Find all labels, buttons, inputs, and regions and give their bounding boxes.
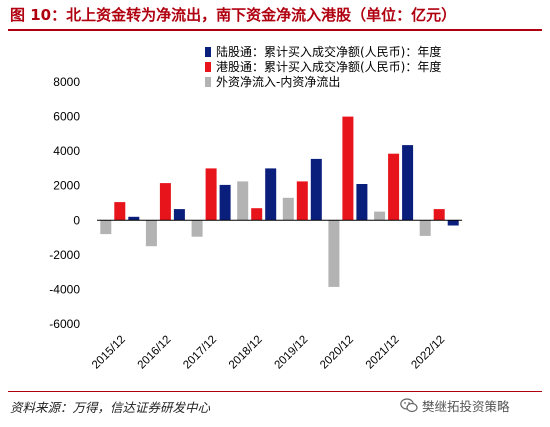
x-tick-label: 2019/12 xyxy=(273,334,311,372)
bar xyxy=(265,168,277,221)
x-tick-label: 2020/12 xyxy=(318,334,356,372)
bar xyxy=(251,208,263,221)
bar xyxy=(145,220,157,247)
bars-group xyxy=(100,116,459,287)
bar xyxy=(237,181,249,221)
bar xyxy=(173,209,185,221)
bar xyxy=(388,153,400,221)
x-tick-label: 2016/12 xyxy=(136,334,174,372)
y-tick-label: 8000 xyxy=(53,75,80,89)
bar-chart: -6000 -4000 -2000 0 2000 4000 6000 8000 2015/12… xyxy=(49,44,462,372)
page-title: 图 10：北上资金转为净流出，南下资金净流入港股（单位：亿元） xyxy=(10,6,457,24)
bar xyxy=(356,184,368,221)
bar xyxy=(402,145,414,221)
wechat-icon xyxy=(400,398,418,413)
footer-divider xyxy=(8,391,542,392)
bar xyxy=(100,220,112,235)
x-tick-label: 2018/12 xyxy=(227,334,265,372)
legend-swatch xyxy=(205,47,211,57)
bar xyxy=(328,220,340,287)
bar xyxy=(128,216,140,221)
watermark-label: 樊继拓投资策略 xyxy=(422,399,510,414)
legend-swatch xyxy=(205,77,211,87)
bar xyxy=(191,220,203,237)
x-tick-label: 2015/12 xyxy=(90,334,128,372)
legend-swatch xyxy=(205,62,211,72)
y-tick-label: -2000 xyxy=(49,248,80,262)
bar xyxy=(310,158,322,221)
x-tick-label: 2017/12 xyxy=(181,334,219,372)
bar xyxy=(282,197,294,221)
bar xyxy=(114,202,126,221)
x-tick-label: 2022/12 xyxy=(409,334,447,372)
source-note: 资料来源：万得，信达证券研发中心 xyxy=(10,400,211,415)
bar xyxy=(447,220,459,226)
legend-label: 港股通：累计买入成交净额(人民币)：年度 xyxy=(216,59,441,74)
y-tick-label: 0 xyxy=(73,213,80,227)
bar xyxy=(205,168,217,221)
y-tick-label: -4000 xyxy=(49,282,80,296)
bar xyxy=(296,181,308,221)
legend: 陆股通：累计买入成交净额(人民币)：年度港股通：累计买入成交净额(人民币)：年度… xyxy=(205,44,441,89)
y-tick-label: -6000 xyxy=(49,317,80,331)
watermark: 樊继拓投资策略 xyxy=(400,396,510,415)
bar xyxy=(433,209,445,221)
legend-label: 陆股通：累计买入成交净额(人民币)：年度 xyxy=(216,44,441,59)
bar xyxy=(159,183,171,221)
y-tick-label: 2000 xyxy=(53,179,80,193)
bar xyxy=(419,220,431,236)
title-divider xyxy=(8,29,542,31)
bar xyxy=(342,116,354,221)
bar xyxy=(374,211,386,221)
y-axis: -6000 -4000 -2000 0 2000 4000 6000 8000 xyxy=(49,75,80,331)
x-tick-label: 2021/12 xyxy=(364,334,402,372)
x-axis: 2015/12 2016/12 2017/12 2018/12 2019/12 2020/… xyxy=(90,219,462,372)
y-tick-label: 6000 xyxy=(53,110,80,124)
legend-label: 外资净流入-内资净流出 xyxy=(216,75,340,89)
bar xyxy=(219,184,231,221)
y-tick-label: 4000 xyxy=(53,144,80,158)
